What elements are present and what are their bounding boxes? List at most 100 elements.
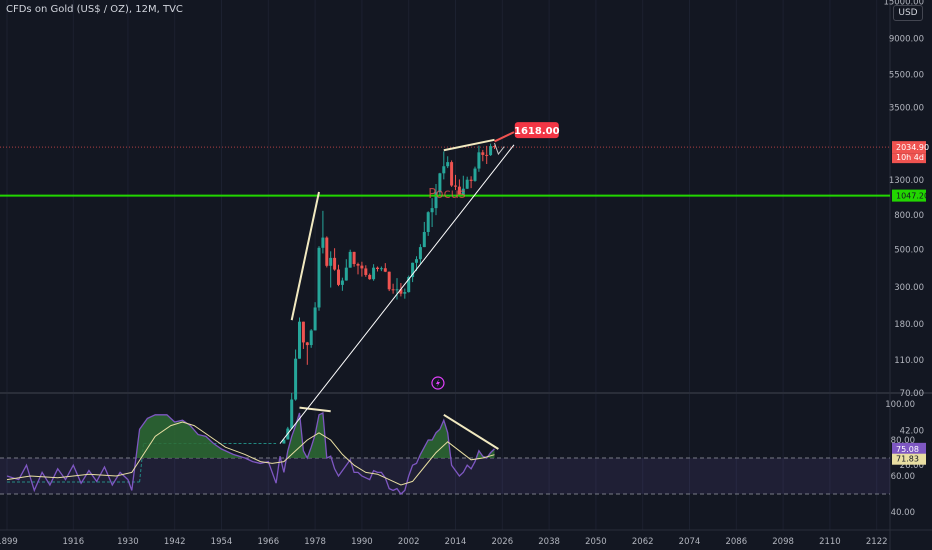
- candle-body: [364, 268, 368, 275]
- candle-body: [442, 166, 446, 174]
- candle[interactable]: [477, 145, 481, 172]
- candle-body: [395, 289, 399, 291]
- drawings[interactable]: Pocus 1618.00: [0, 122, 890, 444]
- candle[interactable]: [415, 256, 418, 271]
- candle[interactable]: [454, 174, 457, 190]
- candle-body: [465, 179, 469, 189]
- candle-body: [454, 185, 457, 187]
- candle[interactable]: [290, 392, 294, 429]
- chart-title: CFDs on Gold (US$ / OZ), 12M, TVC: [6, 4, 183, 15]
- rsi-ma-value-label: 71.83: [896, 455, 919, 464]
- candle[interactable]: [473, 166, 477, 182]
- candle[interactable]: [426, 211, 430, 236]
- candle[interactable]: [321, 210, 325, 254]
- candle[interactable]: [348, 249, 352, 268]
- candle-body: [485, 154, 489, 156]
- candle[interactable]: [333, 248, 337, 271]
- rsi-divergence-line-2[interactable]: [443, 413, 499, 450]
- candle[interactable]: [485, 145, 489, 164]
- candle[interactable]: [309, 329, 313, 348]
- candle[interactable]: [282, 439, 286, 444]
- candle[interactable]: [360, 261, 364, 277]
- candle[interactable]: [298, 317, 301, 359]
- candle[interactable]: [434, 184, 438, 216]
- candle-body: [493, 146, 496, 148]
- candle[interactable]: [465, 176, 469, 190]
- candle[interactable]: [387, 271, 391, 292]
- candle[interactable]: [364, 265, 368, 277]
- time-tick-label: 2098: [772, 537, 794, 547]
- candle[interactable]: [422, 221, 426, 248]
- candle[interactable]: [372, 264, 376, 281]
- candle[interactable]: [403, 288, 407, 299]
- lower-trendline[interactable]: [279, 144, 515, 444]
- candle[interactable]: [411, 262, 415, 283]
- candle-body: [348, 251, 352, 268]
- candle[interactable]: [368, 273, 372, 280]
- candle[interactable]: [395, 278, 399, 300]
- rsi-tick-label: 100.00: [885, 400, 915, 410]
- candle-body: [298, 321, 301, 359]
- candle[interactable]: [493, 145, 496, 149]
- countdown-label: 10h 4d: [896, 153, 924, 162]
- candle[interactable]: [337, 264, 340, 287]
- candle[interactable]: [383, 263, 387, 273]
- callout-box[interactable]: [514, 122, 559, 139]
- candle[interactable]: [446, 156, 450, 169]
- countdown-label-box: [892, 153, 926, 164]
- candle-body: [317, 247, 321, 308]
- candle[interactable]: [313, 302, 317, 331]
- candle-body: [282, 439, 286, 444]
- candle-body: [399, 289, 403, 294]
- candle[interactable]: [344, 259, 348, 281]
- rsi-line[interactable]: [6, 412, 495, 495]
- rsi-ma-line[interactable]: [6, 421, 495, 486]
- wave-drawing[interactable]: [494, 142, 505, 156]
- time-tick-label: 1978: [304, 537, 326, 547]
- candle[interactable]: [418, 244, 422, 264]
- candle[interactable]: [301, 321, 305, 349]
- candle[interactable]: [391, 283, 395, 294]
- candle[interactable]: [407, 275, 411, 293]
- candle-body: [403, 292, 407, 294]
- candle[interactable]: [329, 251, 333, 288]
- candle[interactable]: [352, 251, 356, 267]
- candle-body: [360, 265, 364, 269]
- time-tick-label: 2026: [491, 537, 513, 547]
- candle[interactable]: [457, 179, 461, 196]
- candle[interactable]: [305, 341, 309, 365]
- candle-body: [407, 277, 411, 293]
- candlestick-series[interactable]: [282, 143, 496, 444]
- candle[interactable]: [356, 262, 360, 275]
- candle[interactable]: [430, 198, 434, 227]
- currency-button[interactable]: USD: [893, 5, 923, 21]
- rsi-pane[interactable]: [6, 406, 499, 495]
- time-tick-label: 1930: [117, 537, 139, 547]
- candle[interactable]: [442, 151, 446, 180]
- rally-line-1970s[interactable]: [290, 191, 320, 321]
- candle[interactable]: [438, 172, 442, 196]
- candle[interactable]: [489, 143, 493, 156]
- candle[interactable]: [450, 160, 454, 187]
- candle[interactable]: [379, 266, 383, 272]
- price-tick-label: 26.00: [900, 461, 924, 471]
- candle[interactable]: [294, 349, 298, 401]
- candle[interactable]: [340, 277, 344, 291]
- rsi-divergence-line-1[interactable]: [299, 406, 331, 413]
- candle-body: [294, 358, 298, 400]
- candle[interactable]: [461, 175, 465, 195]
- price-tick-label: 800.00: [894, 211, 924, 221]
- top-line[interactable]: [443, 138, 495, 152]
- callout-arrow[interactable]: [494, 131, 515, 143]
- lightning-icon[interactable]: [431, 376, 445, 390]
- time-tick-label: 1942: [164, 537, 186, 547]
- candle[interactable]: [317, 246, 321, 311]
- candle[interactable]: [376, 266, 379, 272]
- candle[interactable]: [481, 149, 485, 162]
- candle[interactable]: [469, 176, 473, 189]
- candle[interactable]: [325, 236, 329, 268]
- support-level-label-box: [892, 189, 926, 202]
